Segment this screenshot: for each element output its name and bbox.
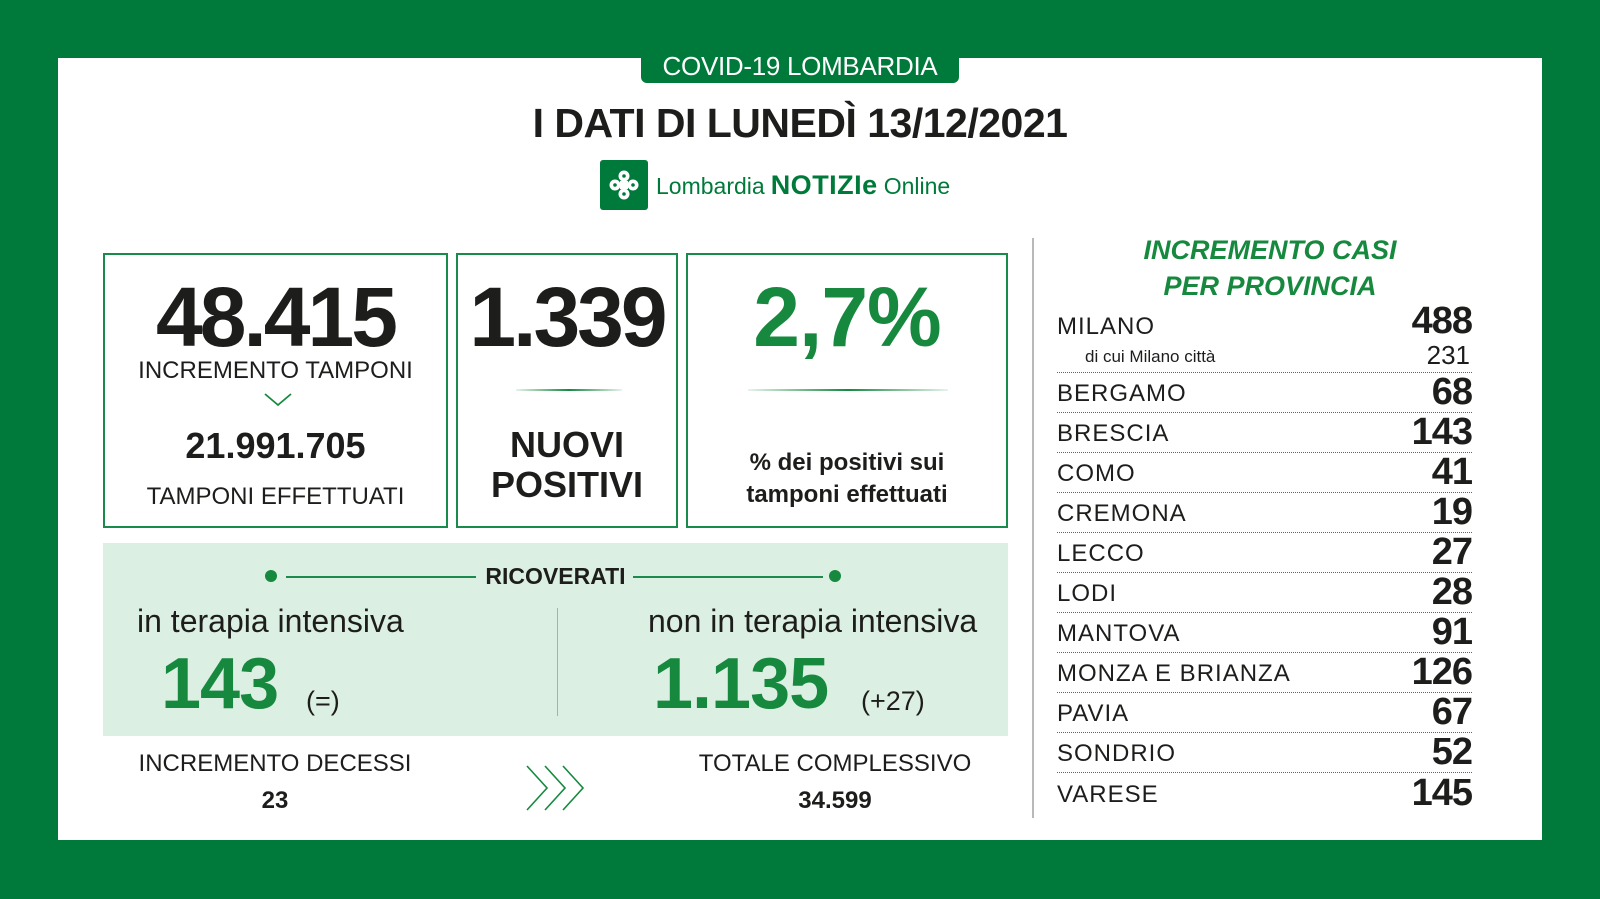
milano-city-label: di cui Milano città bbox=[1085, 347, 1216, 366]
ricoverati-dot-left bbox=[265, 570, 277, 582]
province-row: BRESCIA 143 bbox=[1057, 411, 1473, 453]
decessi-label: INCREMENTO DECESSI bbox=[138, 750, 412, 777]
chevron-down-icon bbox=[264, 393, 292, 407]
province-name: LODI bbox=[1057, 580, 1118, 607]
tamponi-increment-label: INCREMENTO TAMPONI bbox=[138, 357, 413, 384]
province-name: BRESCIA bbox=[1057, 420, 1170, 447]
decessi-value: 23 bbox=[261, 787, 289, 814]
tamponi-increment-value: 48.415 bbox=[156, 270, 398, 364]
positivi-divider bbox=[516, 389, 622, 391]
ricoverati-panel: RICOVERATI in terapia intensiva 143 (=) … bbox=[103, 543, 1008, 736]
province-row: SONDRIO 52 bbox=[1057, 731, 1473, 773]
province-row: LODI 28 bbox=[1057, 571, 1473, 613]
percentuale-box: 2,7% % dei positivi sui tamponi effettua… bbox=[686, 253, 1008, 528]
province-value: 145 bbox=[1411, 772, 1473, 814]
province-value: 19 bbox=[1431, 491, 1473, 533]
province-row: VARESE 145 bbox=[1057, 772, 1473, 814]
region-tab: COVID-19 LOMBARDIA bbox=[641, 49, 959, 83]
percentuale-label-line1: % dei positivi sui bbox=[749, 449, 945, 476]
intensiva-label: in terapia intensiva bbox=[137, 603, 404, 639]
province-name: MILANO bbox=[1057, 313, 1156, 340]
brand-name-mid: NOTIZIe bbox=[770, 169, 878, 200]
percentuale-label-line2: tamponi effettuati bbox=[746, 481, 948, 508]
province-name: COMO bbox=[1057, 460, 1136, 487]
ricoverati-title: RICOVERATI bbox=[103, 563, 1008, 590]
province-row: PAVIA 67 bbox=[1057, 691, 1473, 733]
brand-name-right: Online bbox=[883, 172, 951, 199]
brand-logo: Lombardia NOTIZIe Online bbox=[600, 160, 950, 210]
province-row: CREMONA 19 bbox=[1057, 491, 1473, 533]
province-name: BERGAMO bbox=[1057, 380, 1187, 407]
province-title-line2: PER PROVINCIA bbox=[1163, 271, 1377, 301]
province-name: VARESE bbox=[1057, 781, 1159, 808]
brand-name-left: Lombardia bbox=[656, 172, 765, 199]
percentuale-divider bbox=[748, 389, 948, 391]
positivi-label-line1: NUOVI bbox=[509, 424, 624, 465]
province-row: MANTOVA 91 bbox=[1057, 611, 1473, 653]
province-value: 27 bbox=[1431, 531, 1473, 573]
positivi-value: 1.339 bbox=[469, 270, 667, 364]
province-name: SONDRIO bbox=[1057, 740, 1177, 767]
triple-chevron-right-icon bbox=[526, 765, 585, 811]
non-intensiva-label: non in terapia intensiva bbox=[648, 603, 978, 639]
tamponi-total-value: 21.991.705 bbox=[185, 425, 366, 466]
ricoverati-line-left bbox=[286, 576, 476, 578]
milano-city-value: 231 bbox=[1426, 340, 1470, 370]
ricoverati-divider bbox=[557, 608, 558, 716]
province-value: 28 bbox=[1431, 571, 1473, 613]
positivi-label-line2: POSITIVI bbox=[490, 464, 644, 505]
positivi-box: 1.339 NUOVI POSITIVI bbox=[456, 253, 678, 528]
province-name: LECCO bbox=[1057, 540, 1145, 567]
province-name: PAVIA bbox=[1057, 700, 1130, 727]
brand-name: Lombardia NOTIZIe Online bbox=[656, 170, 950, 201]
province-value: 68 bbox=[1431, 371, 1473, 413]
province-list: MILANO 488 di cui Milano città 231 BERGA… bbox=[1057, 300, 1473, 814]
intensiva-value: 143 bbox=[161, 644, 279, 724]
intensiva-delta: (=) bbox=[306, 686, 340, 716]
province-row-milano: MILANO 488 di cui Milano città 231 bbox=[1057, 300, 1473, 373]
non-intensiva-value: 1.135 bbox=[653, 644, 829, 724]
province-name: MONZA E BRIANZA bbox=[1057, 660, 1291, 687]
province-row: COMO 41 bbox=[1057, 451, 1473, 493]
province-name: MANTOVA bbox=[1057, 620, 1181, 647]
province-row: MONZA E BRIANZA 126 bbox=[1057, 651, 1473, 693]
province-title-line1: INCREMENTO CASI bbox=[1143, 235, 1397, 265]
ricoverati-line-right bbox=[633, 576, 823, 578]
province-title: INCREMENTO CASI PER PROVINCIA bbox=[1070, 232, 1470, 304]
decessi-total-value: 34.599 bbox=[798, 787, 872, 814]
province-row: LECCO 27 bbox=[1057, 531, 1473, 573]
province-value: 126 bbox=[1411, 651, 1473, 693]
province-value: 143 bbox=[1411, 411, 1473, 453]
positivi-label: NUOVI POSITIVI bbox=[458, 425, 676, 505]
province-value: 488 bbox=[1411, 300, 1473, 342]
ricoverati-title-text: RICOVERATI bbox=[479, 563, 632, 589]
percentuale-label: % dei positivi sui tamponi effettuati bbox=[688, 447, 1006, 511]
percentuale-value: 2,7% bbox=[753, 270, 941, 364]
province-value: 67 bbox=[1431, 691, 1473, 733]
province-value: 41 bbox=[1431, 451, 1473, 493]
province-name: CREMONA bbox=[1057, 500, 1187, 527]
non-intensiva-delta: (+27) bbox=[861, 686, 925, 716]
decessi-total-label: TOTALE COMPLESSIVO bbox=[698, 750, 972, 777]
page-title: I DATI DI LUNEDÌ 13/12/2021 bbox=[532, 100, 1068, 146]
tamponi-box: 48.415 INCREMENTO TAMPONI 21.991.705 TAM… bbox=[103, 253, 448, 528]
column-divider bbox=[1032, 238, 1034, 818]
ricoverati-dot-right bbox=[829, 570, 841, 582]
province-row: BERGAMO 68 bbox=[1057, 371, 1473, 413]
province-value: 91 bbox=[1431, 611, 1473, 653]
province-value: 52 bbox=[1431, 731, 1473, 773]
tamponi-total-label: TAMPONI EFFETTUATI bbox=[146, 483, 405, 510]
clover-logo-icon bbox=[600, 160, 648, 210]
